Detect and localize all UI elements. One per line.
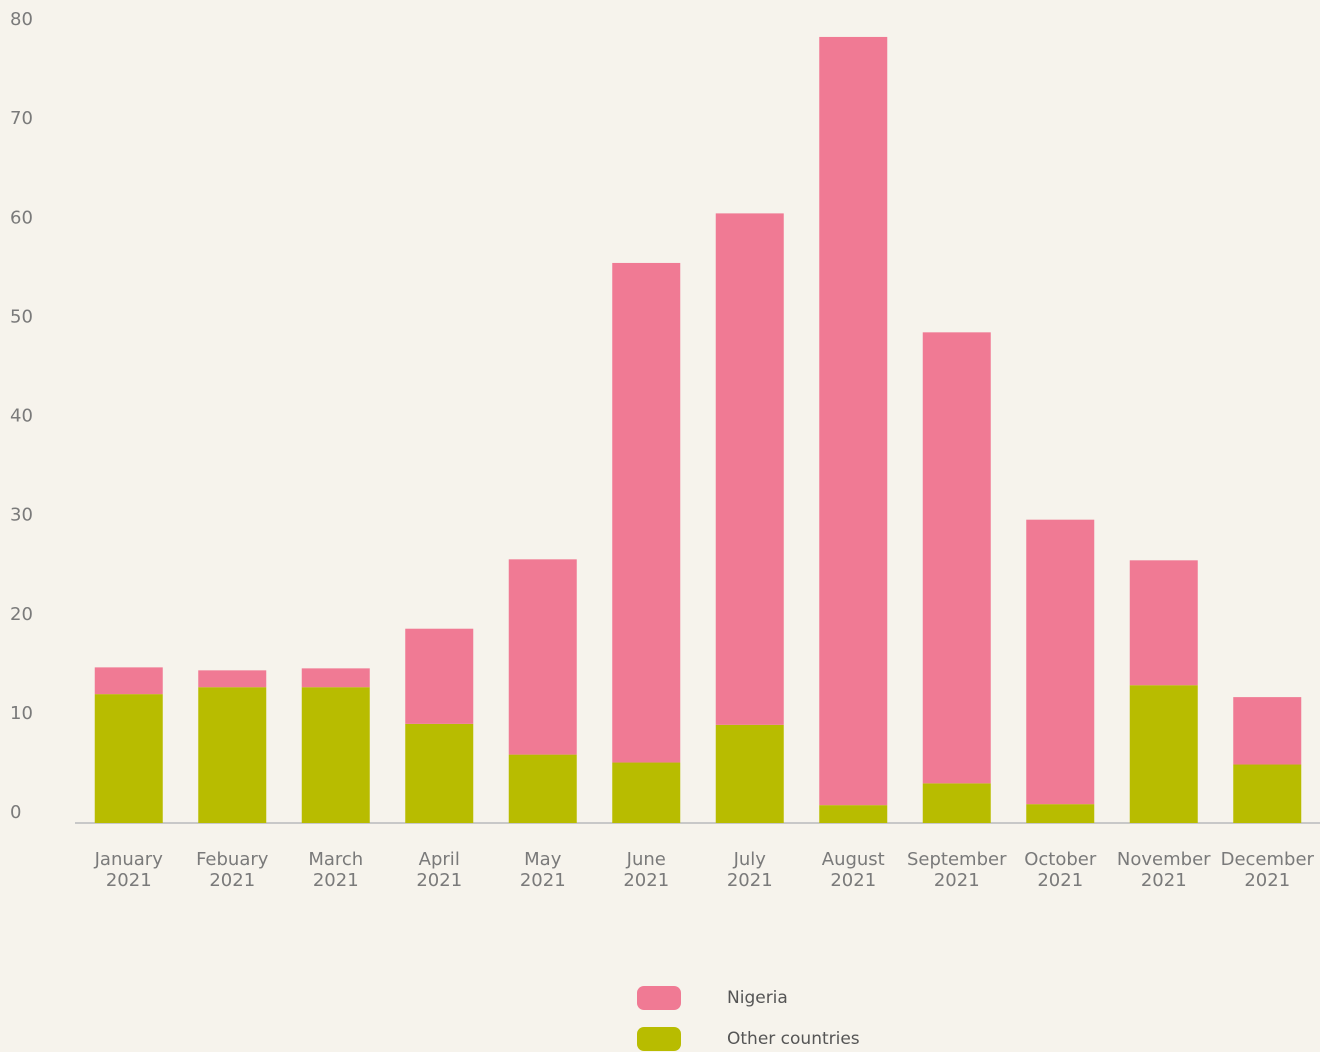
bar-segment bbox=[1233, 764, 1302, 823]
bar-segment bbox=[922, 783, 991, 823]
x-tick-label: June 2021 bbox=[623, 849, 669, 891]
legend-swatch bbox=[637, 1027, 681, 1051]
legend-label: Other countries bbox=[727, 1029, 860, 1049]
bar-segment bbox=[819, 805, 888, 823]
y-tick-label: 60 bbox=[10, 207, 33, 228]
bar-segment bbox=[405, 628, 474, 724]
y-tick-label: 20 bbox=[10, 604, 33, 625]
bar-segment bbox=[715, 213, 784, 725]
bar-segment bbox=[508, 559, 577, 755]
x-tick-label: Febuary 2021 bbox=[196, 849, 269, 891]
bar-segment bbox=[612, 262, 681, 763]
bar-segment bbox=[1233, 697, 1302, 765]
legend-label: Nigeria bbox=[727, 988, 788, 1008]
bar-segment bbox=[301, 687, 370, 823]
y-tick-label: 80 bbox=[10, 9, 33, 30]
x-tick-label: October 2021 bbox=[1024, 849, 1097, 891]
bar-segment bbox=[612, 762, 681, 823]
legend-swatch bbox=[637, 986, 681, 1010]
y-tick-label: 50 bbox=[10, 306, 33, 327]
x-tick-label: August 2021 bbox=[822, 849, 885, 891]
bar-segment bbox=[922, 332, 991, 784]
bar-segment bbox=[94, 694, 163, 823]
y-tick-label: 70 bbox=[10, 108, 33, 129]
bar-segment bbox=[198, 687, 267, 823]
bar-segment bbox=[819, 36, 888, 806]
x-tick-label: July 2021 bbox=[727, 849, 773, 891]
bar-segment bbox=[301, 668, 370, 688]
y-tick-label: 30 bbox=[10, 505, 33, 526]
x-tick-label: April 2021 bbox=[416, 849, 462, 891]
x-tick-label: September 2021 bbox=[907, 849, 1007, 891]
y-tick-label: 10 bbox=[10, 703, 33, 724]
bar-segment bbox=[1026, 519, 1095, 805]
bar-segment bbox=[198, 670, 267, 688]
bar-segment bbox=[94, 667, 163, 695]
bar-segment bbox=[1026, 804, 1095, 823]
x-tick-label: January 2021 bbox=[94, 849, 164, 891]
bar-segment bbox=[508, 754, 577, 823]
bar-segment bbox=[1129, 560, 1198, 686]
bar-segment bbox=[715, 724, 784, 823]
x-tick-label: May 2021 bbox=[520, 849, 566, 891]
bar-segment bbox=[405, 723, 474, 823]
y-tick-label: 0 bbox=[10, 802, 21, 823]
x-tick-label: March 2021 bbox=[308, 849, 363, 891]
bar-segment bbox=[1129, 685, 1198, 823]
x-tick-label: November 2021 bbox=[1117, 849, 1211, 891]
x-tick-label: December 2021 bbox=[1221, 849, 1315, 891]
y-tick-label: 40 bbox=[10, 406, 33, 427]
